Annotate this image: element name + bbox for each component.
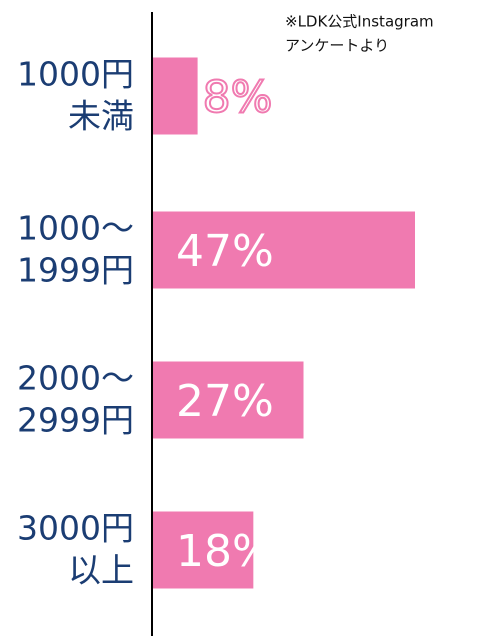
bar (153, 211, 415, 289)
category-label: 1000円 (17, 55, 134, 94)
category-label: 1000～ (17, 209, 134, 248)
category-label: 未満 (68, 97, 134, 136)
value-label: 27% (176, 376, 274, 427)
annotation: ※LDK公式Instagram (285, 13, 434, 31)
category-label: 3000円 (17, 509, 134, 548)
value-label: 8% (203, 72, 273, 123)
category-label: 1999円 (17, 251, 134, 290)
category-label: 2000～ (17, 359, 134, 398)
bar (153, 57, 198, 135)
value-label: 18% (176, 526, 274, 577)
bar (153, 361, 304, 439)
value-label: 47% (176, 226, 274, 277)
category-label: 以上 (68, 551, 134, 590)
category-label: 2999円 (17, 401, 134, 440)
bar (153, 511, 254, 589)
annotation: アンケートより (285, 37, 389, 55)
